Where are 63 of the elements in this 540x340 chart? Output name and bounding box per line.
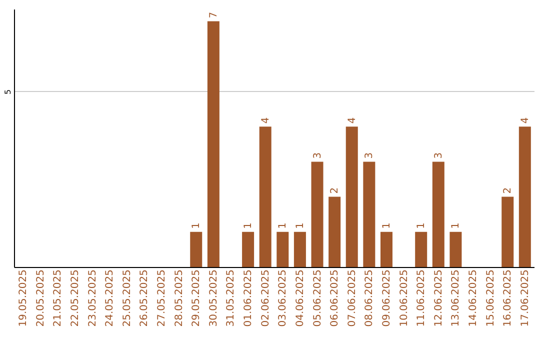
bar: [328, 196, 341, 267]
x-tick-label: 22.05.2025: [70, 270, 81, 327]
x-tick-label: 02.06.2025: [260, 270, 272, 327]
x-tick-label: 09.06.2025: [381, 270, 392, 327]
bar: [294, 232, 306, 267]
x-tick-label: 05.06.2025: [312, 270, 324, 327]
data-label: 1: [294, 222, 306, 229]
data-label: 1: [450, 222, 462, 229]
data-label: 7: [208, 12, 220, 18]
x-tick-label: 12.06.2025: [433, 270, 444, 327]
bar: [207, 21, 220, 267]
data-label: 1: [381, 222, 392, 229]
data-label: 3: [312, 152, 324, 159]
data-label: 2: [502, 187, 514, 194]
data-label: 4: [346, 117, 358, 124]
data-label: 1: [416, 222, 428, 229]
data-label: 3: [364, 152, 376, 159]
x-tick-label: 16.06.2025: [502, 270, 514, 327]
x-tick-label: 07.06.2025: [346, 270, 358, 327]
x-tick-label: 23.05.2025: [87, 270, 98, 327]
x-tick-label: 31.05.2025: [226, 270, 237, 327]
data-label: 4: [520, 117, 531, 124]
bar: [415, 232, 428, 267]
x-tick-label: 15.06.2025: [485, 270, 496, 327]
x-tick-label: 20.05.2025: [35, 270, 46, 327]
x-tick-label: 21.05.2025: [52, 270, 64, 327]
bar: [311, 162, 324, 267]
data-label: 3: [433, 152, 444, 159]
x-tick-label: 01.06.2025: [243, 270, 254, 327]
bar: [346, 126, 358, 267]
x-tick-label: 24.05.2025: [104, 270, 116, 327]
bar: [242, 232, 254, 267]
x-tick-label: 27.05.2025: [156, 270, 168, 327]
data-label: 2: [330, 187, 341, 194]
x-tick-label: 11.06.2025: [416, 270, 428, 327]
x-tick-label: 08.06.2025: [364, 270, 376, 327]
x-tick-label: 19.05.2025: [18, 270, 30, 327]
x-tick-label: 03.06.2025: [278, 270, 289, 327]
data-label: 1: [191, 222, 202, 229]
x-tick-label: 14.06.2025: [468, 270, 479, 327]
x-tick-label: 10.06.2025: [398, 270, 410, 327]
bar: [502, 196, 514, 267]
x-tick-label: 25.05.2025: [122, 270, 133, 327]
bar: [450, 232, 462, 267]
bar: [276, 232, 289, 267]
bar: [518, 126, 531, 267]
x-tick-label: 30.05.2025: [208, 270, 220, 327]
data-label: 4: [260, 117, 272, 124]
x-tick-label: 04.06.2025: [294, 270, 306, 327]
x-tick-label: 29.05.2025: [191, 270, 202, 327]
x-tick-label: 17.06.2025: [520, 270, 531, 327]
bar: [432, 162, 444, 267]
bar: [190, 232, 202, 267]
bar: [363, 162, 376, 267]
data-label: 1: [243, 222, 254, 229]
bar: [259, 126, 272, 267]
y-tick-label: 5: [4, 89, 12, 95]
x-tick-label: 13.06.2025: [450, 270, 462, 327]
bar: [380, 232, 392, 267]
data-label: 1: [278, 222, 289, 229]
x-tick-label: 26.05.2025: [139, 270, 150, 327]
x-tick-label: 28.05.2025: [174, 270, 185, 327]
x-tick-label: 06.06.2025: [330, 270, 341, 327]
